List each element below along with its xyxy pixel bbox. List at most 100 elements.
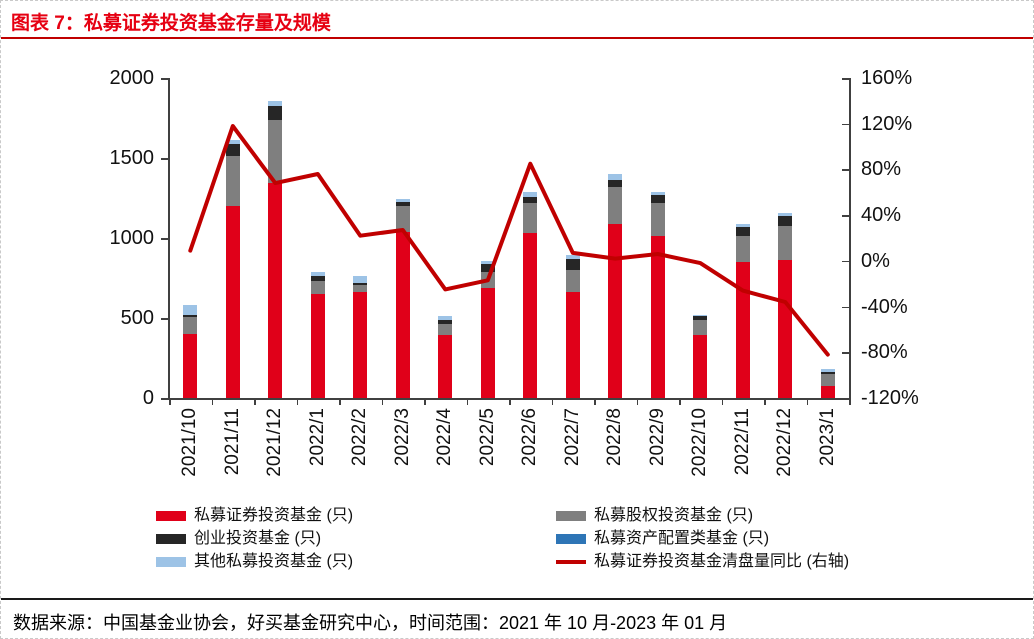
x-axis-category-label: 2022/10 xyxy=(689,408,711,477)
bar-segment xyxy=(650,235,665,398)
x-axis-category-label: 2022/6 xyxy=(519,408,541,467)
bar-segment xyxy=(353,282,368,286)
bar-segment xyxy=(353,292,368,398)
left-axis-tick xyxy=(161,158,168,160)
right-axis-tick xyxy=(842,398,849,400)
bar-segment xyxy=(268,182,283,398)
x-axis-category-label: 2022/1 xyxy=(306,408,328,467)
bar-segment xyxy=(778,216,793,226)
bar-segment xyxy=(693,314,708,316)
bar-segment xyxy=(480,261,495,265)
bar-segment xyxy=(735,226,750,236)
bar-segment xyxy=(183,305,198,315)
bar-segment xyxy=(353,285,368,293)
legend-color-swatch xyxy=(556,511,586,521)
bar-segment xyxy=(608,186,623,224)
x-axis-category-label: 2022/11 xyxy=(731,408,753,476)
left-axis-tick-label: 1500 xyxy=(109,147,155,169)
left-axis-tick xyxy=(161,238,168,240)
bar-segment xyxy=(225,139,240,145)
bar-segment xyxy=(778,213,793,217)
x-axis-tick xyxy=(254,398,256,405)
x-axis-tick xyxy=(339,398,341,405)
right-axis-tick-label: 120% xyxy=(861,112,913,135)
x-axis-category-label: 2022/4 xyxy=(434,408,456,467)
x-axis-tick xyxy=(806,398,808,405)
x-axis-category-label: 2023/1 xyxy=(816,408,838,467)
left-axis-tick xyxy=(161,318,168,320)
legend-item: 私募证券投资基金清盘量同比 (右轴) xyxy=(556,551,849,573)
x-axis-category-label: 2022/8 xyxy=(604,408,626,467)
bar-segment xyxy=(608,180,623,187)
bar-segment xyxy=(310,271,325,277)
right-axis-tick xyxy=(842,260,849,263)
legend-item: 私募股权投资基金 (只) xyxy=(556,505,753,527)
legend-item: 其他私募投资基金 (只) xyxy=(156,551,353,573)
bar-segment xyxy=(693,334,708,398)
bar-segment xyxy=(310,276,325,282)
right-axis-tick xyxy=(842,78,849,80)
right-axis-tick xyxy=(842,306,849,309)
legend-color-swatch xyxy=(156,534,186,544)
bar-segment xyxy=(608,223,623,398)
right-axis-tick xyxy=(842,123,849,126)
right-axis-tick xyxy=(842,352,849,354)
x-axis-tick xyxy=(849,398,851,405)
bar-segment xyxy=(310,281,325,294)
legend-label: 私募资产配置类基金 (只) xyxy=(594,530,770,547)
x-axis-tick xyxy=(211,398,213,405)
bar-segment xyxy=(310,294,325,398)
bar-segment xyxy=(395,231,410,398)
x-axis-category-label: 2022/3 xyxy=(391,408,413,467)
bar-segment xyxy=(353,275,368,283)
bar-segment xyxy=(565,292,580,398)
left-axis-tick-label: 0 xyxy=(142,387,154,409)
bar-segment xyxy=(480,287,495,398)
figure-title: 图表 7：私募证券投资基金存量及规模 xyxy=(11,13,331,34)
bar-segment xyxy=(183,314,198,318)
x-axis-tick xyxy=(594,398,596,405)
left-axis-tick-label: 2000 xyxy=(109,67,155,89)
legend-line-swatch xyxy=(556,560,586,564)
legend-label: 私募证券投资基金 (只) xyxy=(194,507,354,524)
x-axis-tick xyxy=(466,398,468,405)
right-axis-tick-label: 80% xyxy=(861,158,902,181)
bar-segment xyxy=(523,233,538,398)
left-axis-tick xyxy=(161,78,168,80)
bar-segment xyxy=(820,386,835,398)
bar-segment xyxy=(183,334,198,398)
x-axis-tick xyxy=(296,398,298,405)
figure-footer: 数据来源：中国基金业协会，好买基金研究中心，时间范围：2021 年 10 月-2… xyxy=(1,598,1033,638)
bar-segment xyxy=(735,235,750,262)
chart-legend: 私募证券投资基金 (只) 创业投资基金 (只) 其他私募投资基金 (只) 私募股权投资… xyxy=(1,499,1033,575)
legend-color-swatch xyxy=(156,557,186,567)
x-axis-tick xyxy=(764,398,766,405)
x-axis-category-label: 2022/5 xyxy=(476,408,498,467)
legend-label: 其他私募投资基金 (只) xyxy=(194,553,354,570)
x-axis-tick xyxy=(636,398,638,405)
bar-segment xyxy=(650,194,665,203)
bar-segment xyxy=(268,101,283,106)
bar-segment xyxy=(693,315,708,320)
legend-label: 私募股权投资基金 (只) xyxy=(594,507,754,524)
bar-segment xyxy=(395,206,410,232)
bar-segment xyxy=(480,272,495,288)
bar-segment xyxy=(608,174,623,181)
bar-segment xyxy=(650,202,665,236)
right-axis-line xyxy=(849,78,851,398)
x-axis-tick xyxy=(551,398,553,405)
legend-label: 创业投资基金 (只) xyxy=(194,530,322,547)
x-axis-category-label: 2021/10 xyxy=(179,408,201,477)
bar-segment xyxy=(735,224,750,227)
left-axis-tick-label: 500 xyxy=(120,307,154,329)
bar-segment xyxy=(438,323,453,335)
legend-item: 创业投资基金 (只) xyxy=(156,528,321,550)
right-axis-tick-label: -80% xyxy=(861,341,908,364)
x-axis-tick xyxy=(679,398,681,405)
bar-segment xyxy=(268,106,283,120)
right-axis-tick-label: -120% xyxy=(861,387,919,409)
x-axis-tick xyxy=(721,398,723,405)
bar-segment xyxy=(268,119,283,183)
left-axis-tick-label: 1000 xyxy=(109,227,155,249)
bar-segment xyxy=(735,262,750,398)
